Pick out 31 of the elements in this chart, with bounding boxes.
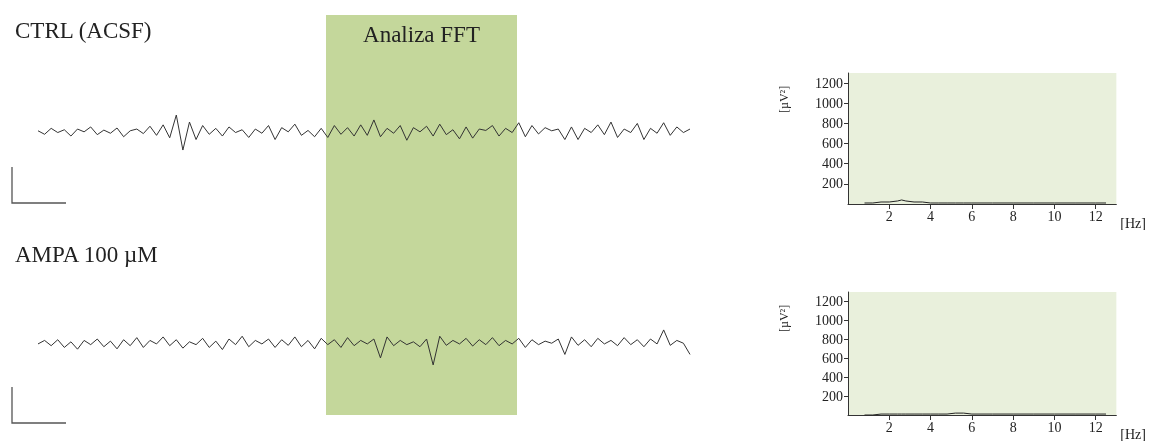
y-tick-label: 1000 (815, 312, 843, 328)
x-tick-label: 4 (927, 208, 935, 224)
y-tick-label: 600 (822, 136, 843, 152)
x-tick-label: 6 (968, 419, 976, 435)
y-axis-title: [µV²] (777, 85, 791, 113)
chart-title: CTRL (ACSF) (15, 18, 152, 43)
y-tick-label: 400 (822, 156, 843, 172)
x-axis-title: [Hz] (1120, 215, 1147, 231)
chart-title: AMPA 100 µM (15, 242, 158, 267)
x-tick-label: 12 (1088, 208, 1103, 224)
x-tick-label: 10 (1047, 208, 1062, 224)
y-tick-label: 200 (822, 388, 843, 404)
y-tick-label: 800 (822, 331, 843, 347)
x-tick-label: 12 (1088, 419, 1103, 435)
x-tick-label: 2 (885, 208, 893, 224)
x-tick-label: 2 (885, 419, 893, 435)
x-tick-label: 6 (968, 208, 976, 224)
x-tick-label: 8 (1009, 208, 1017, 224)
y-tick-label: 1200 (815, 293, 843, 309)
x-tick-label: 4 (927, 419, 935, 435)
y-tick-label: 800 (822, 115, 843, 131)
x-tick-label: 10 (1047, 419, 1062, 435)
y-tick-label: 1200 (815, 75, 843, 91)
y-tick-label: 400 (822, 369, 843, 385)
y-tick-label: 200 (822, 176, 843, 192)
y-tick-label: 1000 (815, 95, 843, 111)
x-axis-title: [Hz] (1120, 426, 1147, 441)
y-tick-label: 600 (822, 350, 843, 366)
y-axis-title: [µV²] (777, 304, 791, 332)
text: Analiza FFT (362, 22, 481, 48)
x-tick-label: 8 (1009, 419, 1017, 435)
